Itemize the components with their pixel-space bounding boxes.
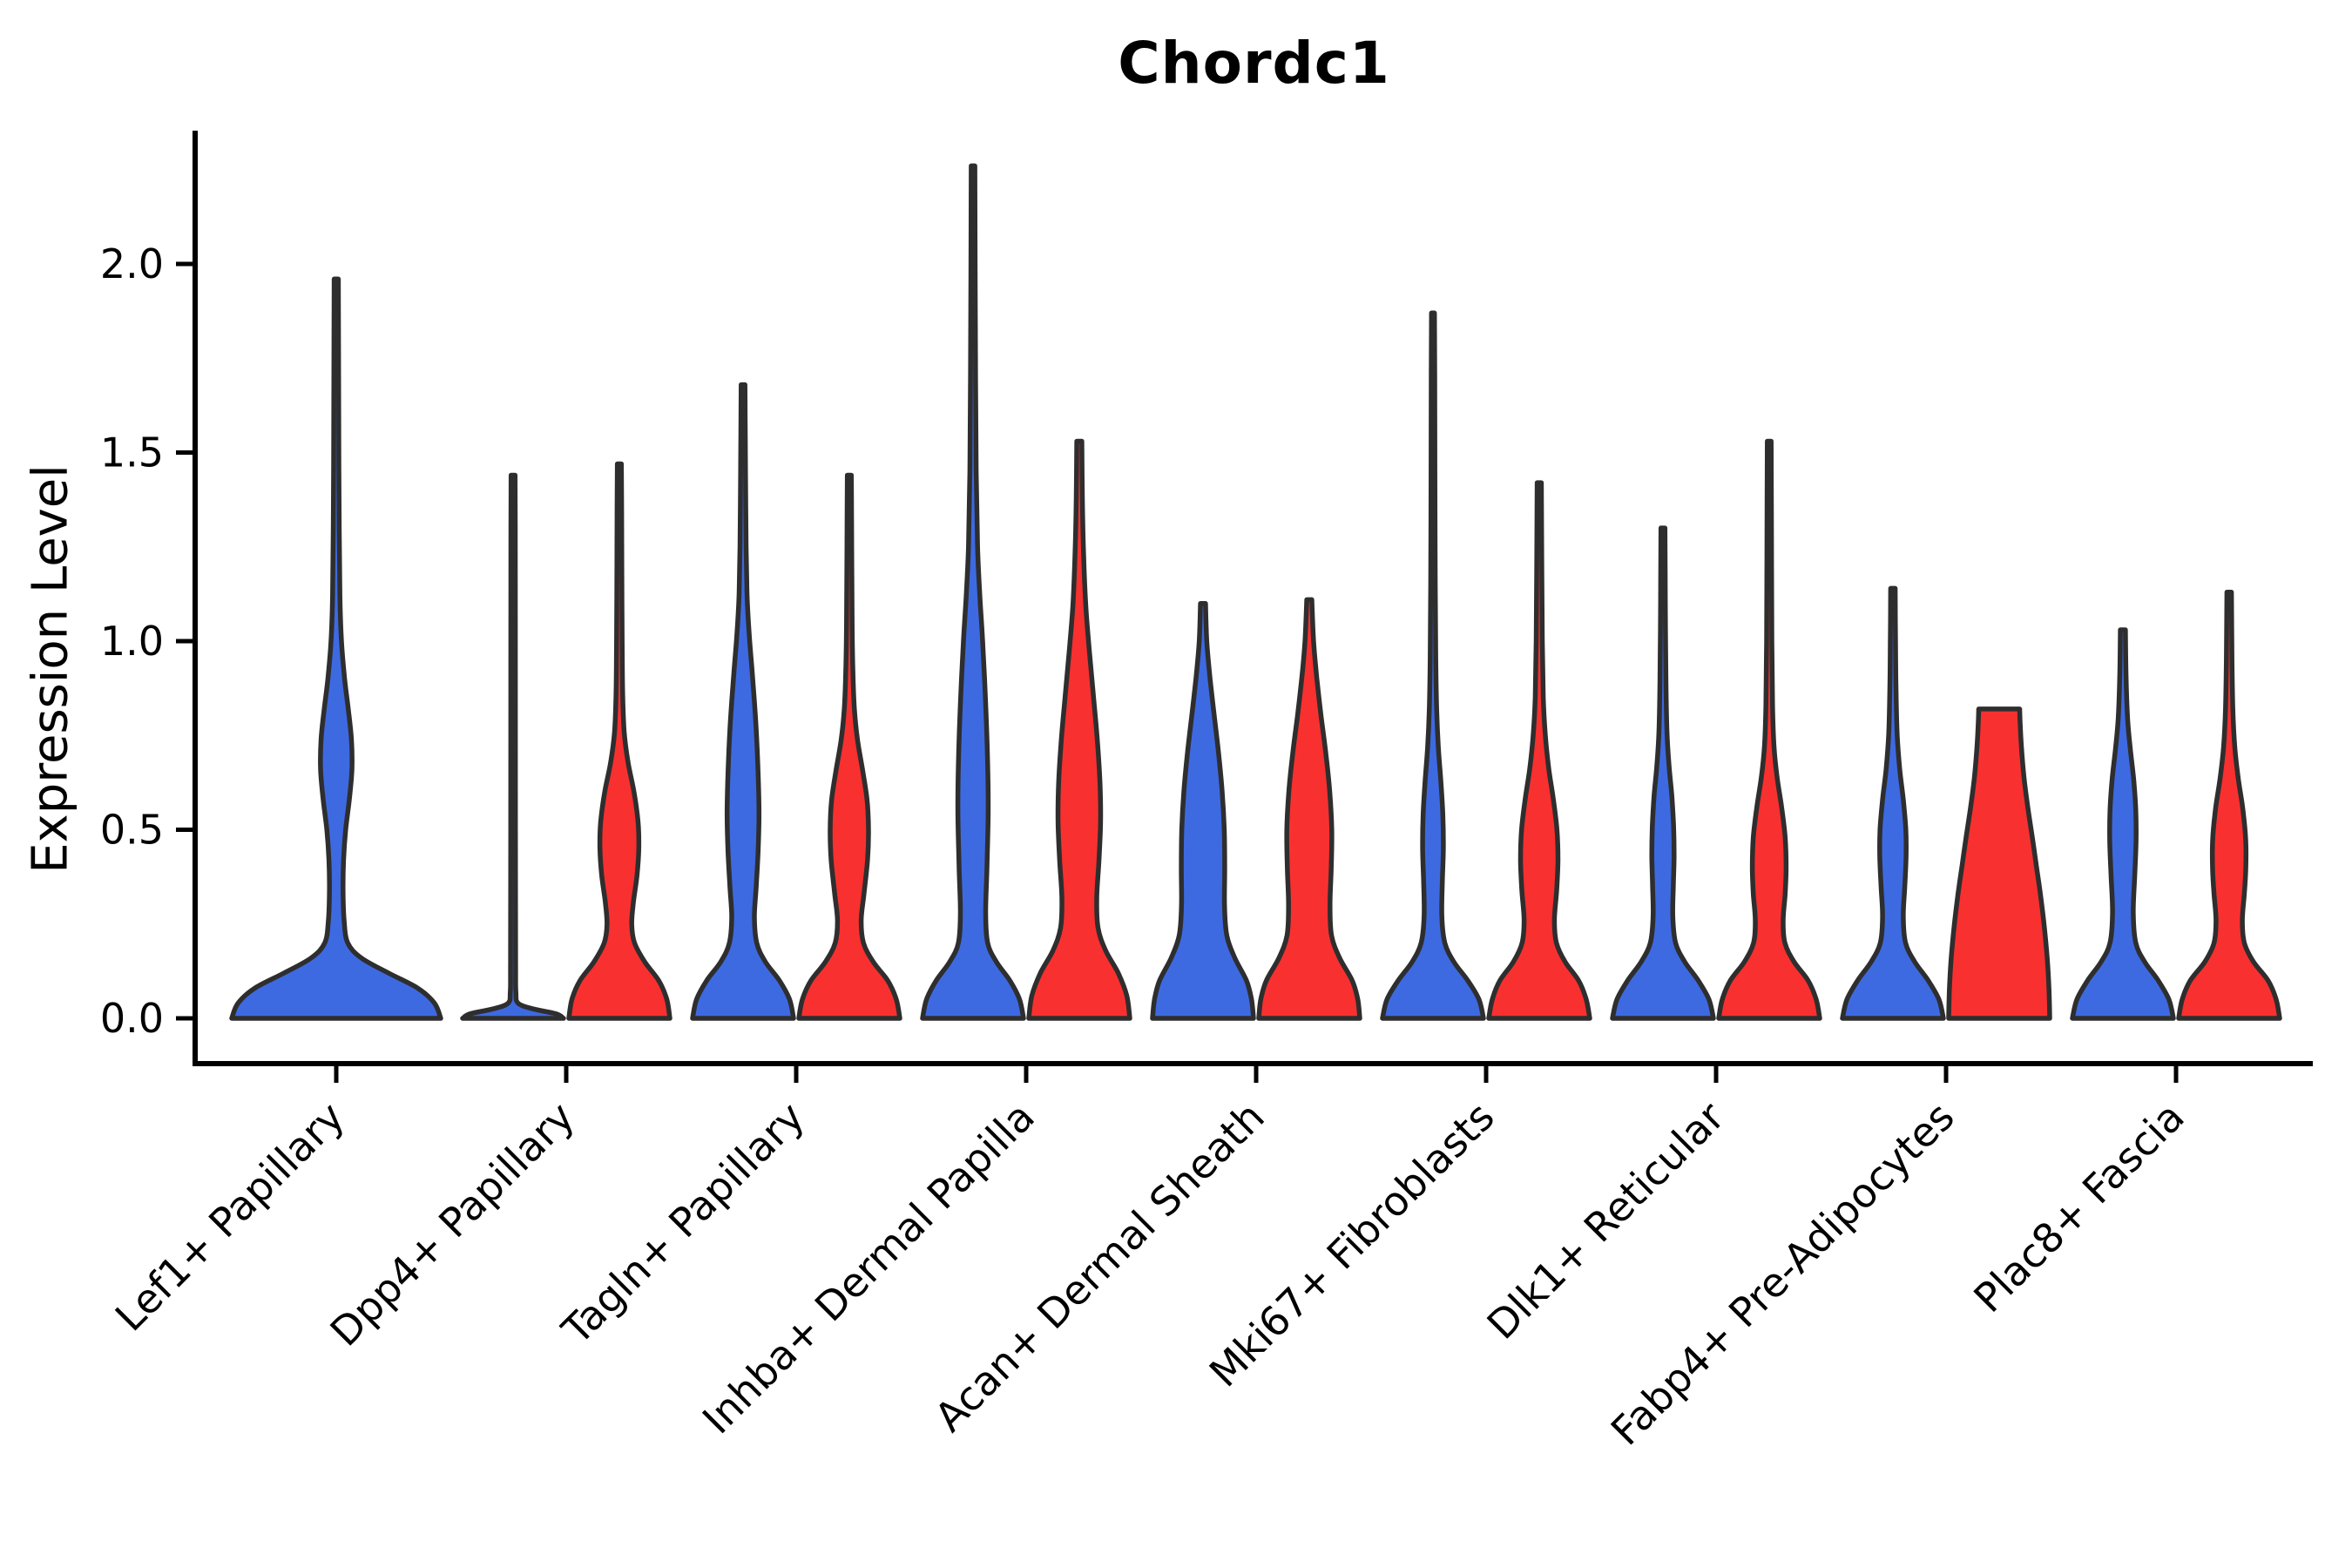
y-tick-label: 0.0 bbox=[100, 995, 164, 1042]
y-tick-label: 1.5 bbox=[100, 429, 164, 476]
violin-red-8 bbox=[2176, 589, 2282, 1021]
violin-red-1 bbox=[566, 461, 672, 1021]
y-tick-label: 1.0 bbox=[100, 618, 164, 665]
violin-red-2 bbox=[796, 472, 902, 1021]
violin-red-4 bbox=[1256, 597, 1362, 1021]
violin-red-3 bbox=[1026, 438, 1132, 1021]
violin-blue-0 bbox=[229, 276, 443, 1021]
violin-blue-4 bbox=[1150, 600, 1256, 1021]
x-tick-label-0: Lef1+ Papillary bbox=[106, 1093, 354, 1341]
x-tick-label-8: Plac8+ Fascia bbox=[1964, 1093, 2193, 1321]
x-tick-label-6: Dlk1+ Reticular bbox=[1478, 1093, 1734, 1348]
x-tick-label-2: Tagln+ Papillary bbox=[552, 1093, 814, 1355]
violin-blue-2 bbox=[690, 382, 796, 1021]
violin-blue-3 bbox=[920, 163, 1026, 1021]
violin-blue-5 bbox=[1380, 310, 1486, 1021]
violin-red-7 bbox=[1946, 706, 2052, 1021]
violin-blue-8 bbox=[2070, 627, 2176, 1021]
y-tick-label: 0.5 bbox=[100, 807, 164, 854]
violin-blue-7 bbox=[1840, 585, 1946, 1021]
x-tick-label-1: Dpp4+ Papillary bbox=[321, 1093, 584, 1355]
violin-blue-6 bbox=[1610, 525, 1716, 1021]
chart-title: Chordc1 bbox=[1118, 30, 1390, 97]
y-axis-label: Expression Level bbox=[22, 464, 79, 874]
violin-red-5 bbox=[1486, 480, 1592, 1021]
violin-blue-1 bbox=[460, 472, 566, 1021]
violin-red-6 bbox=[1716, 438, 1822, 1021]
y-tick-label: 2.0 bbox=[100, 240, 164, 287]
